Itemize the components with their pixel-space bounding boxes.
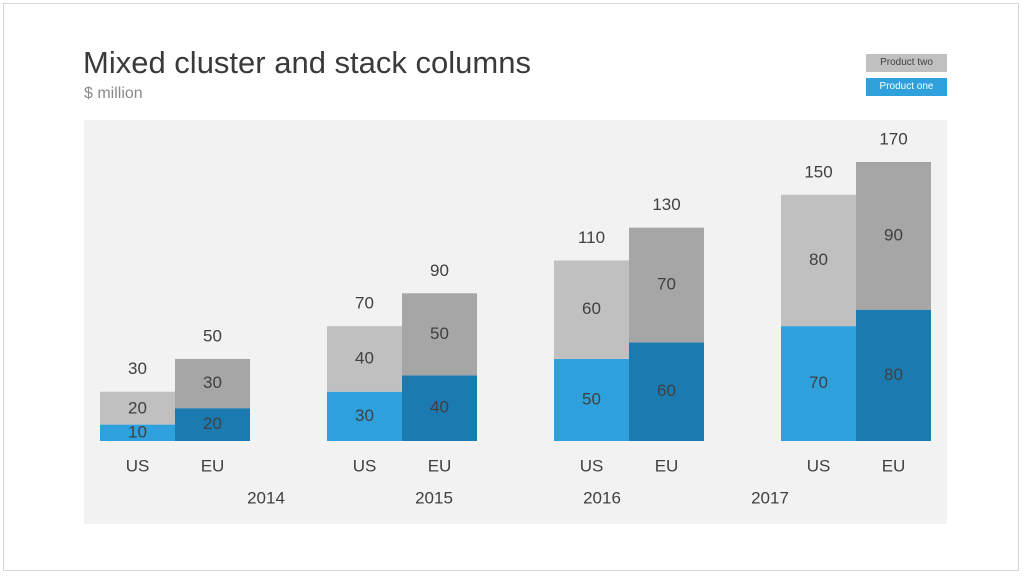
bar-product-two-2015-us (327, 326, 402, 392)
bar-product-two-2014-us (100, 391, 175, 425)
x-tick-label-2015-eu: EU (428, 456, 452, 475)
legend-item-product-two: Product two (866, 54, 947, 72)
bar-product-one-2014-eu (175, 408, 250, 441)
data-label-product-two-2016-us: 60 (582, 299, 601, 318)
data-label-product-two-2014-eu: 30 (203, 373, 222, 392)
data-label-product-one-2016-us: 50 (582, 389, 601, 408)
data-label-total-2016-eu: 130 (652, 195, 680, 214)
x-tick-label-2014-eu: EU (201, 456, 225, 475)
data-label-product-one-2016-eu: 60 (657, 381, 676, 400)
year-label-2014: 2014 (247, 488, 285, 507)
bar-product-one-2017-us (781, 326, 856, 441)
bar-product-one-2016-us (554, 358, 629, 441)
data-label-product-two-2015-us: 40 (355, 348, 374, 367)
bar-product-two-2016-us (554, 260, 629, 359)
x-tick-label-2015-us: US (353, 456, 377, 475)
data-label-product-two-2014-us: 20 (128, 399, 147, 418)
bar-product-one-2015-eu (402, 375, 477, 441)
data-label-total-2017-us: 150 (804, 162, 832, 181)
legend-item-product-one: Product one (866, 78, 947, 96)
data-label-total-2016-us: 110 (578, 228, 605, 247)
year-label-2017: 2017 (751, 488, 789, 507)
bar-product-two-2017-eu (856, 162, 931, 310)
data-label-total-2014-us: 30 (128, 359, 147, 378)
data-label-total-2015-us: 70 (355, 294, 374, 313)
bar-product-one-2017-eu (856, 309, 931, 441)
data-label-total-2014-eu: 50 (203, 326, 222, 345)
bar-product-two-2016-eu (629, 227, 704, 343)
x-tick-label-2014-us: US (126, 456, 150, 475)
x-tick-label-2017-eu: EU (882, 456, 906, 475)
data-label-total-2017-eu: 170 (879, 129, 907, 148)
data-label-product-two-2016-eu: 70 (657, 275, 676, 294)
data-label-product-two-2017-us: 80 (809, 250, 828, 269)
year-label-2016: 2016 (583, 488, 621, 507)
data-label-product-two-2015-eu: 50 (430, 324, 449, 343)
bar-product-two-2015-eu (402, 293, 477, 376)
year-label-2015: 2015 (415, 488, 453, 507)
data-label-product-one-2014-us: 10 (128, 422, 147, 441)
data-label-product-one-2017-us: 70 (809, 373, 828, 392)
plot-area: 10 20 30 US 20 30 50 EU 2014 30 40 70 US 40 50 90 EU 2015… (84, 120, 947, 524)
data-label-product-one-2014-eu: 20 (203, 414, 222, 433)
chart-subtitle: $ million (84, 85, 143, 102)
x-tick-label-2017-us: US (807, 456, 831, 475)
data-label-product-one-2017-eu: 80 (884, 365, 903, 384)
data-label-product-two-2017-eu: 90 (884, 225, 903, 244)
bar-product-two-2014-eu (175, 358, 250, 409)
chart-svg: 10 20 30 US 20 30 50 EU 2014 30 40 70 US 40 50 90 EU 2015… (84, 120, 947, 524)
x-tick-label-2016-us: US (580, 456, 604, 475)
data-label-product-one-2015-eu: 40 (430, 398, 449, 417)
data-label-total-2015-eu: 90 (430, 261, 449, 280)
chart-title: Mixed cluster and stack columns (83, 45, 531, 80)
x-tick-label-2016-eu: EU (655, 456, 679, 475)
bar-product-one-2015-us (327, 391, 402, 441)
bar-product-one-2016-eu (629, 342, 704, 441)
bar-product-two-2017-us (781, 194, 856, 327)
data-label-product-one-2015-us: 30 (355, 406, 374, 425)
slide: Mixed cluster and stack columns $ millio… (3, 3, 1019, 571)
bar-product-one-2014-us (100, 424, 175, 441)
